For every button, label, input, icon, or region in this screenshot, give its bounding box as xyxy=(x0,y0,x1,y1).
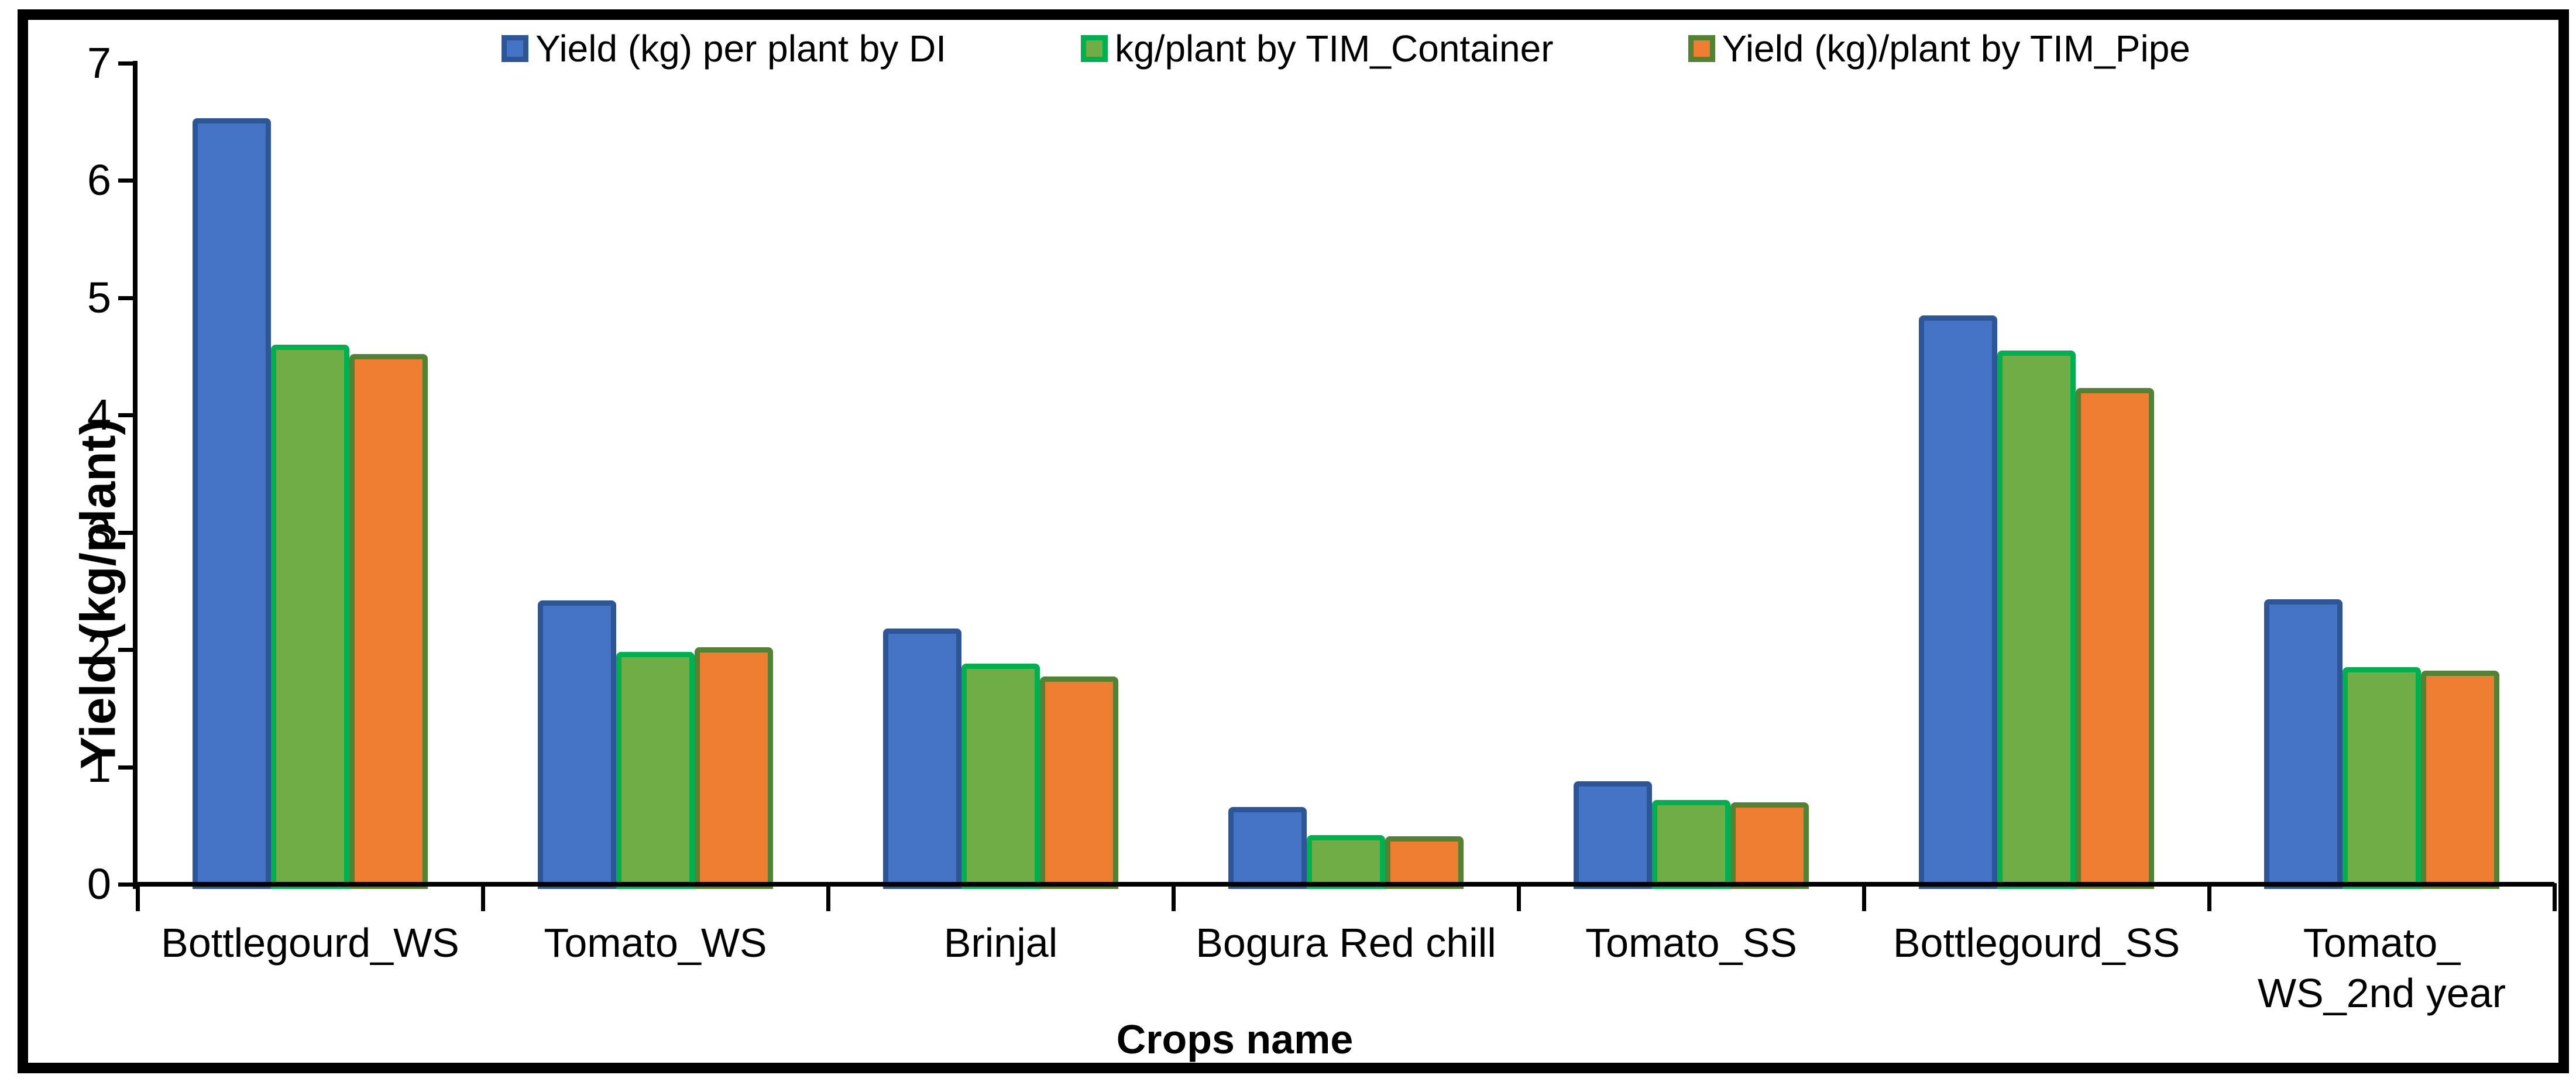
y-axis-line xyxy=(133,61,138,889)
x-tick-mark xyxy=(826,883,830,911)
category-label: Tomato_SS xyxy=(1585,920,1797,966)
y-tick-label: 2 xyxy=(87,625,111,674)
bar-di-2 xyxy=(883,629,961,889)
y-tick-mark xyxy=(118,296,138,300)
y-tick-mark xyxy=(118,61,138,66)
y-tick-label: 0 xyxy=(87,860,111,908)
bar-tim-container-5 xyxy=(1997,351,2076,889)
category-label: Bottlegourd_SS xyxy=(1892,920,2180,966)
bar-di-4 xyxy=(1574,781,1652,889)
category-label: Brinjal xyxy=(943,920,1058,966)
bar-di-3 xyxy=(1228,807,1307,889)
legend-item-label: Yield (kg) per plant by DI xyxy=(535,28,947,70)
x-tick-mark xyxy=(2553,883,2557,911)
category-label: Bogura Red chill xyxy=(1196,920,1496,966)
y-tick-label: 4 xyxy=(87,390,111,439)
legend-swatch-icon xyxy=(502,35,529,62)
y-tick-mark xyxy=(118,648,138,652)
x-tick-mark xyxy=(1862,883,1866,911)
category-label: Tomato_WS xyxy=(544,920,767,966)
bar-tim-container-2 xyxy=(961,664,1040,889)
bar-tim-pipe-5 xyxy=(2076,388,2154,889)
x-tick-mark xyxy=(481,883,485,911)
y-tick-mark xyxy=(118,531,138,535)
legend-item-label: Yield (kg)/plant by TIM_Pipe xyxy=(1722,28,2190,70)
bar-di-5 xyxy=(1919,315,1997,889)
y-tick-mark xyxy=(118,765,138,770)
bar-tim-pipe-1 xyxy=(695,647,773,889)
y-axis-title: Yield (kg/plant) xyxy=(70,418,126,770)
category-label: Tomato_ WS_2nd year xyxy=(2257,920,2506,1016)
x-tick-mark xyxy=(1172,883,1176,911)
legend-item: kg/plant by TIM_Container xyxy=(1081,28,1554,70)
bar-tim-container-1 xyxy=(616,652,695,889)
x-tick-mark xyxy=(1517,883,1521,911)
x-tick-mark xyxy=(136,883,140,911)
y-tick-label: 3 xyxy=(87,508,111,557)
legend: Yield (kg) per plant by DI kg/plant by TI… xyxy=(138,28,2554,69)
legend-swatch-icon xyxy=(1081,35,1108,62)
bar-di-0 xyxy=(193,118,271,889)
bar-tim-pipe-4 xyxy=(1730,802,1809,889)
y-tick-mark xyxy=(118,882,138,887)
x-tick-mark xyxy=(2207,883,2211,911)
y-tick-label: 1 xyxy=(87,743,111,791)
bar-di-6 xyxy=(2264,599,2343,889)
bar-tim-pipe-2 xyxy=(1040,677,1118,889)
chart-outer-border xyxy=(18,9,2569,1073)
legend-swatch-icon xyxy=(1688,35,1715,62)
y-tick-mark xyxy=(118,413,138,417)
x-axis-line xyxy=(133,882,2554,887)
y-tick-label: 5 xyxy=(87,273,111,322)
x-axis-title: Crops name xyxy=(1116,1017,1354,1062)
bar-di-1 xyxy=(538,600,616,889)
bar-tim-container-0 xyxy=(271,345,349,889)
y-tick-label: 7 xyxy=(87,39,111,87)
bar-tim-container-4 xyxy=(1652,800,1730,889)
category-label: Bottlegourd_WS xyxy=(161,920,459,966)
legend-item: Yield (kg)/plant by TIM_Pipe xyxy=(1688,28,2190,69)
bar-tim-pipe-0 xyxy=(349,354,428,889)
legend-item: Yield (kg) per plant by DI xyxy=(502,28,946,69)
y-tick-mark xyxy=(118,178,138,183)
bar-tim-pipe-3 xyxy=(1385,836,1464,889)
bar-tim-container-6 xyxy=(2343,667,2421,889)
bar-tim-container-3 xyxy=(1307,835,1385,889)
legend-item-label: kg/plant by TIM_Container xyxy=(1115,28,1554,70)
y-tick-label: 6 xyxy=(87,156,111,204)
bar-tim-pipe-6 xyxy=(2421,671,2499,889)
